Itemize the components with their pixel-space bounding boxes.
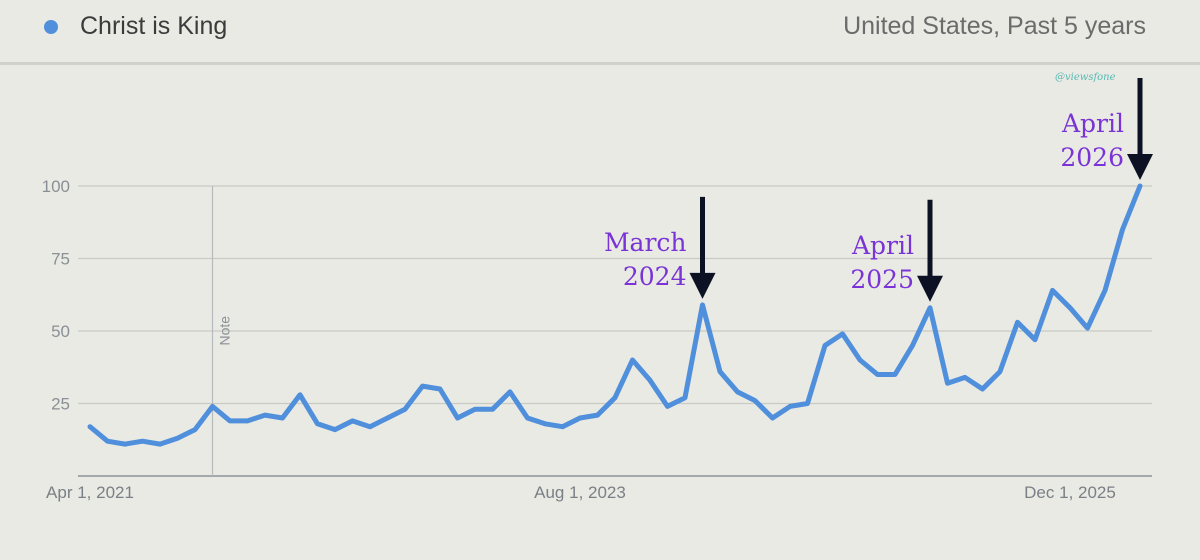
data-point[interactable] (543, 422, 547, 426)
data-point[interactable] (1015, 320, 1020, 324)
data-point[interactable] (490, 407, 495, 411)
data-point[interactable] (805, 401, 810, 406)
annotation-month: April (1061, 109, 1124, 138)
data-point[interactable] (893, 372, 897, 377)
legend-series-label[interactable]: Christ is King (80, 12, 228, 40)
data-point[interactable] (280, 416, 285, 420)
annotation-month: March (604, 228, 687, 257)
data-point[interactable] (525, 416, 530, 420)
data-point[interactable] (455, 416, 460, 420)
data-point[interactable] (333, 428, 337, 432)
data-point[interactable] (875, 372, 880, 377)
data-point[interactable] (315, 422, 320, 426)
data-point[interactable] (1050, 288, 1055, 292)
y-tick-label: 50 (51, 322, 70, 341)
data-point[interactable] (1033, 338, 1037, 342)
x-tick-label: Aug 1, 2023 (534, 483, 626, 502)
data-point[interactable] (963, 375, 967, 379)
data-point[interactable] (595, 413, 600, 417)
data-point[interactable] (508, 390, 512, 394)
data-point[interactable] (193, 428, 197, 432)
data-point[interactable] (298, 393, 302, 397)
series-line (87, 183, 1143, 447)
data-point[interactable] (420, 384, 425, 388)
annotation-year: 2025 (850, 265, 914, 294)
note-label[interactable]: Note (217, 316, 233, 346)
data-point[interactable] (998, 370, 1002, 374)
data-point[interactable] (858, 358, 862, 362)
data-point[interactable] (438, 387, 442, 391)
data-point[interactable] (210, 404, 215, 408)
header-divider (0, 62, 1200, 65)
data-point[interactable] (245, 419, 250, 423)
x-tick-label: Dec 1, 2025 (1024, 483, 1116, 502)
y-tick-label: 25 (51, 395, 70, 414)
data-point[interactable] (1103, 288, 1107, 292)
data-point[interactable] (175, 436, 180, 440)
annotation-year: 2024 (623, 262, 687, 291)
data-point[interactable] (788, 404, 792, 408)
watermark: @viewsfone (1055, 72, 1116, 83)
annotation-year: 2026 (1060, 143, 1124, 172)
data-point[interactable] (105, 439, 110, 443)
annotation-arrow-head-icon (689, 272, 716, 299)
annotation-arrow-head-icon (1127, 154, 1153, 180)
data-point[interactable] (928, 306, 932, 310)
data-point[interactable] (945, 381, 950, 385)
data-point[interactable] (1085, 326, 1090, 330)
data-point[interactable] (560, 425, 565, 429)
data-point[interactable] (1120, 227, 1125, 232)
data-point[interactable] (630, 358, 635, 362)
data-point[interactable] (910, 343, 915, 348)
data-point[interactable] (578, 416, 582, 420)
data-point[interactable] (88, 425, 92, 429)
x-tick-label: Apr 1, 2021 (46, 483, 134, 502)
chart-header: Christ is King United States, Past 5 yea… (0, 0, 1200, 62)
data-point[interactable] (385, 416, 390, 420)
data-point[interactable] (648, 378, 652, 382)
data-point[interactable] (753, 399, 757, 403)
data-point[interactable] (770, 416, 775, 420)
data-point[interactable] (823, 343, 827, 348)
data-point[interactable] (665, 404, 670, 408)
data-point[interactable] (700, 303, 705, 307)
data-point[interactable] (1138, 184, 1142, 188)
annotation-arrow-head-icon (917, 275, 943, 302)
data-point[interactable] (140, 439, 145, 443)
data-point[interactable] (735, 390, 740, 394)
data-point[interactable] (158, 442, 162, 446)
data-point[interactable] (123, 442, 127, 446)
data-point[interactable] (980, 387, 985, 391)
data-point[interactable] (368, 425, 372, 429)
annotation-month: April (851, 231, 914, 260)
data-point[interactable] (350, 419, 355, 423)
y-tick-label: 75 (51, 250, 70, 269)
data-point[interactable] (613, 396, 617, 400)
region-period-label: United States, Past 5 years (843, 12, 1146, 40)
data-point[interactable] (403, 407, 407, 411)
data-point[interactable] (473, 407, 477, 411)
y-tick-label: 100 (42, 177, 70, 196)
data-point[interactable] (683, 396, 687, 400)
data-point[interactable] (263, 413, 267, 417)
legend-dot-icon (44, 20, 58, 34)
data-point[interactable] (228, 419, 232, 423)
data-point[interactable] (840, 332, 845, 336)
data-point[interactable] (718, 370, 722, 374)
data-point[interactable] (1068, 306, 1072, 310)
